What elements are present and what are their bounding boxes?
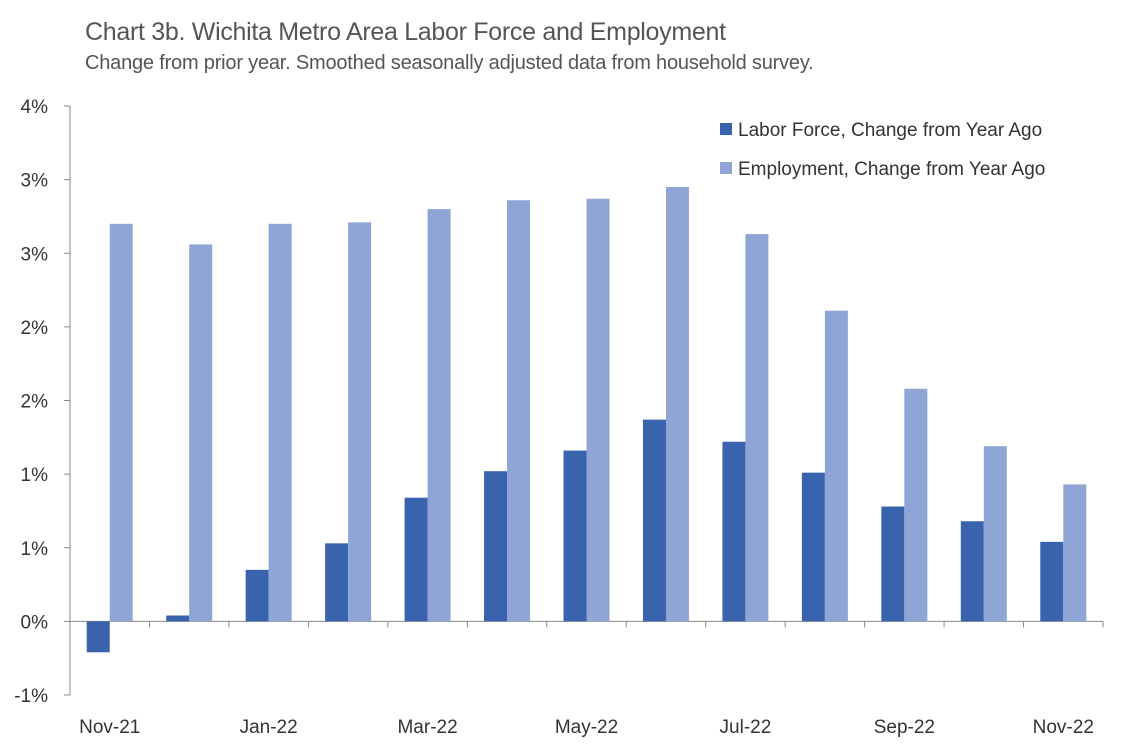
y-tick-label: 2% [21,318,49,339]
employment-bar [983,446,1007,622]
x-tick-label: Nov-21 [79,717,140,738]
employment-bar [1063,484,1087,622]
labor-force-bar [642,419,666,622]
x-tick-label: Sep-22 [874,717,935,738]
employment-bar [586,198,610,622]
y-tick-label: -1% [14,686,48,707]
labor-force-bar [1040,541,1064,622]
y-tick-label: 2% [21,392,49,413]
legend-swatch [720,123,732,135]
chart-axes: -1% 0% 1% 1% 2% 2% 3% 3% 4% Nov-21 Jan-22 Mar-22 May… [14,97,1104,738]
y-tick-label: 1% [21,465,49,486]
employment-bar [427,209,451,622]
labor-force-bar [960,521,984,622]
y-tick-label: 0% [21,612,49,633]
legend-label: Labor Force, Change from Year Ago [738,120,1042,141]
chart-title: Chart 3b. Wichita Metro Area Labor Force… [85,18,726,46]
employment-bar [745,234,769,622]
y-tick-label: 4% [21,97,49,118]
x-tick-label: Jan-22 [240,717,298,738]
legend-label: Employment, Change from Year Ago [738,159,1045,180]
x-tick-label: Nov-22 [1033,717,1094,738]
labor-force-bar [484,471,508,622]
labor-force-bar [404,497,428,622]
chart-legend: Labor Force, Change from Year Ago Employm… [720,120,1045,180]
x-tick-label: Jul-22 [720,717,772,738]
x-tick-label: May-22 [555,717,618,738]
employment-bar [348,222,372,622]
labor-force-bar [722,441,746,622]
employment-bar [507,200,531,622]
employment-bar [268,223,292,622]
y-tick-label: 3% [21,244,49,265]
labor-force-bar [245,569,269,622]
employment-bar [824,310,848,622]
y-tick-label: 3% [21,171,49,192]
labor-force-bar [881,506,905,622]
labor-force-bar [325,543,349,622]
labor-force-bar [166,615,190,622]
employment-bar [665,186,689,622]
employment-bar [189,244,213,622]
labor-force-bar [563,450,587,622]
chart-bars [86,186,1087,653]
labor-force-bar [801,472,825,622]
employment-bar [904,388,928,622]
x-tick-label: Mar-22 [397,717,457,738]
y-tick-label: 1% [21,539,49,560]
chart-subtitle: Change from prior year. Smoothed seasona… [85,52,814,74]
legend-swatch [720,162,732,174]
employment-bar [109,223,133,622]
labor-force-bar [86,621,110,653]
